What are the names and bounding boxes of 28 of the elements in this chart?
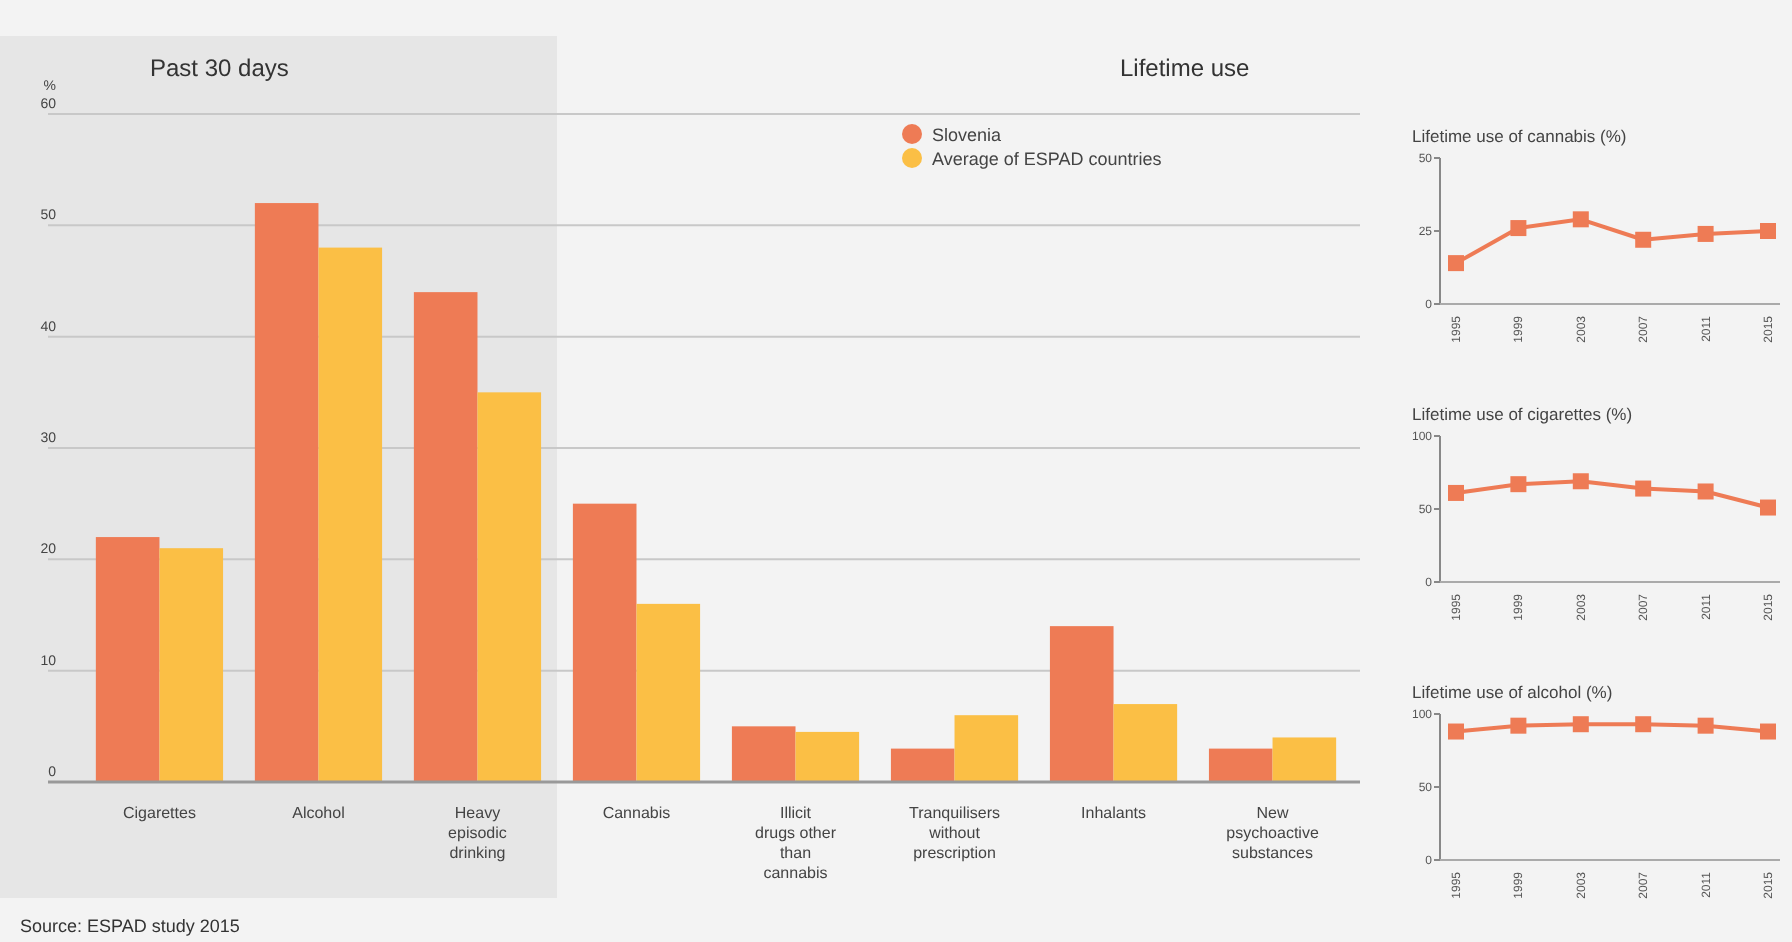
point <box>1572 211 1589 228</box>
source-note: Source: ESPAD study 2015 <box>20 916 240 936</box>
point <box>1635 480 1652 497</box>
x-tick-label: Cannabis <box>602 804 671 822</box>
point <box>1510 220 1527 237</box>
legend-label: Slovenia <box>932 125 1002 145</box>
x-tick-label: New psychoactive substances <box>1226 804 1320 862</box>
x-tick-label: Inhalants <box>1081 804 1146 822</box>
point <box>1572 473 1589 490</box>
chart-title: Lifetime use of cannabis (%) <box>1412 126 1627 146</box>
x-tick-label: Alcohol <box>292 804 346 822</box>
point <box>1448 484 1464 501</box>
point <box>1510 476 1527 493</box>
chart-title: Lifetime use of alcohol (%) <box>1412 682 1613 702</box>
point <box>1448 255 1464 272</box>
text: Lifetime use <box>1120 54 1251 82</box>
legend-label: Average of ESPAD countries <box>932 149 1163 169</box>
x-tick-label: Illicit drugs other than cannabis <box>755 804 837 882</box>
text: Past 30 days <box>150 54 289 82</box>
x-tick-label: Cigarettes <box>122 804 196 822</box>
point <box>1760 499 1776 516</box>
point <box>1635 231 1652 248</box>
x-tick-label: Heavy episodic drinking <box>448 804 507 862</box>
x-tick-label: Tranquilisers without prescription <box>909 804 1001 862</box>
point <box>1697 225 1714 242</box>
chart-title: Lifetime use of cigarettes (%) <box>1412 404 1633 424</box>
point <box>1760 223 1776 239</box>
point <box>1697 483 1714 500</box>
